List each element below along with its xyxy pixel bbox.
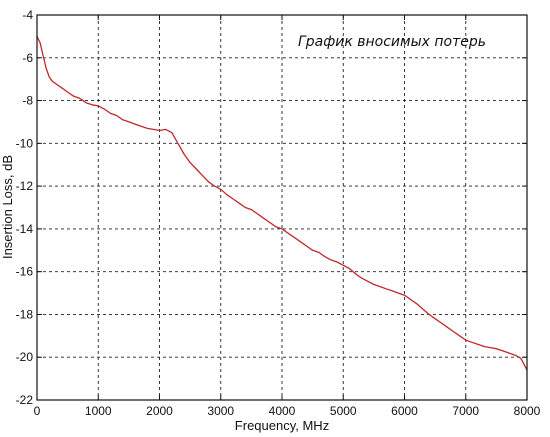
insertion-loss-line xyxy=(36,35,528,371)
x-tick-label: 7000 xyxy=(452,404,479,418)
x-tick-label: 0 xyxy=(34,404,41,418)
y-tick-label: -20 xyxy=(16,350,34,364)
y-tick-labels: -4 -6 -8 -10 -12 -14 -16 -18 -20 -22 xyxy=(16,8,34,407)
y-tick-label: -10 xyxy=(16,136,34,150)
x-tick-label: 1000 xyxy=(85,404,112,418)
y-tick-label: -14 xyxy=(16,222,34,236)
y-tick-label: -22 xyxy=(16,393,34,407)
x-tick-label: 2000 xyxy=(146,404,173,418)
x-axis-label: Frequency, MHz xyxy=(235,418,329,433)
y-tick-label: -18 xyxy=(16,307,34,321)
x-tick-label: 3000 xyxy=(207,404,234,418)
chart-title: График вносимых потерь xyxy=(298,34,486,50)
x-tick-label: 6000 xyxy=(391,404,418,418)
x-tick-labels: 0 1000 2000 3000 4000 5000 6000 7000 8000 xyxy=(34,404,541,418)
plot-frame xyxy=(36,14,528,401)
x-tick-label: 8000 xyxy=(514,404,541,418)
y-tick-label: -12 xyxy=(16,179,34,193)
y-tick-label: -6 xyxy=(22,51,33,65)
y-tick-label: -16 xyxy=(16,265,34,279)
y-axis-label: Insertion Loss, dB xyxy=(0,155,15,259)
grid xyxy=(37,15,527,400)
y-tick-label: -8 xyxy=(22,94,33,108)
x-tick-label: 4000 xyxy=(269,404,296,418)
x-tick-label: 5000 xyxy=(330,404,357,418)
y-tick-label: -4 xyxy=(22,8,33,22)
